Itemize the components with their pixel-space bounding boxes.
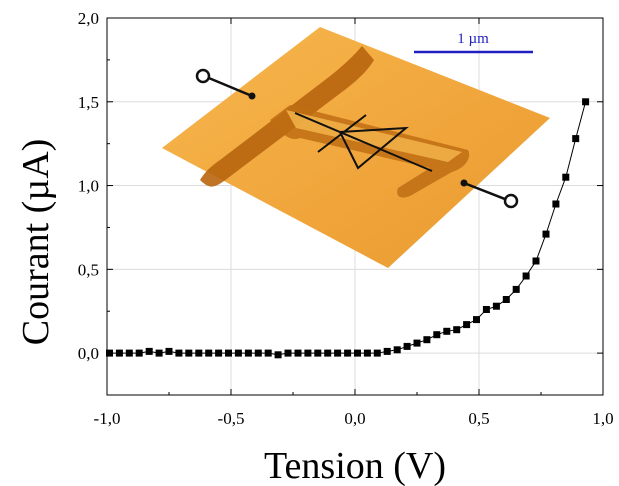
data-point xyxy=(314,349,322,357)
y-tick-label: 1,0 xyxy=(78,177,99,196)
data-point xyxy=(264,349,272,357)
data-point xyxy=(155,349,163,357)
data-point xyxy=(482,306,490,313)
data-point xyxy=(334,349,342,357)
data-point xyxy=(403,342,411,350)
y-axis-title: Courant (µA) xyxy=(15,139,57,346)
data-point xyxy=(532,257,540,265)
y-tick-label: 2,0 xyxy=(78,9,99,28)
data-point xyxy=(473,316,480,324)
data-point xyxy=(304,349,312,357)
data-point xyxy=(145,347,153,355)
data-point xyxy=(423,336,431,344)
x-tick-label: 0,5 xyxy=(468,409,489,428)
data-point xyxy=(413,339,421,347)
data-point xyxy=(225,349,232,357)
data-point xyxy=(125,349,133,357)
x-tick-label: 1,0 xyxy=(592,409,613,428)
data-point xyxy=(344,349,352,357)
data-point xyxy=(572,135,580,143)
contact-right xyxy=(460,179,519,209)
data-point xyxy=(443,327,451,335)
data-point xyxy=(463,321,471,329)
x-axis-title: Tension (V) xyxy=(264,445,446,486)
data-point xyxy=(393,346,401,354)
data-point xyxy=(502,296,510,303)
data-point xyxy=(106,349,113,357)
data-point xyxy=(522,272,530,280)
data-point xyxy=(324,349,332,357)
y-tick-label: 1,5 xyxy=(78,93,99,112)
data-point xyxy=(294,349,302,357)
data-point xyxy=(373,349,381,357)
data-point xyxy=(115,349,123,357)
data-point xyxy=(215,349,223,357)
data-point xyxy=(175,349,183,357)
data-point xyxy=(284,349,292,357)
series-points xyxy=(106,98,590,359)
data-point xyxy=(383,347,391,355)
y-tick-label: 0,5 xyxy=(78,260,99,279)
data-point xyxy=(205,349,213,357)
x-tick-label: -0,5 xyxy=(218,409,245,428)
afm-ridge-highlight xyxy=(286,110,462,162)
y-tick-label: 0,0 xyxy=(78,344,99,363)
data-point xyxy=(254,349,262,357)
afm-inset: 1 µm xyxy=(162,27,550,268)
data-point xyxy=(274,351,282,359)
data-point xyxy=(512,285,520,293)
x-tick-label: -1,0 xyxy=(94,409,121,428)
data-point xyxy=(433,331,441,339)
data-point xyxy=(165,347,173,355)
contact-left xyxy=(195,68,256,100)
data-point xyxy=(185,349,193,357)
x-tick-label: 0,0 xyxy=(344,409,365,428)
scale-bar-label: 1 µm xyxy=(457,31,489,47)
data-point xyxy=(492,302,500,310)
diode-symbol xyxy=(294,112,433,172)
data-point xyxy=(582,98,590,106)
x-axis-ticks: -1,0 -0,5 0,0 0,5 1,0 xyxy=(94,18,614,428)
data-point xyxy=(363,349,371,357)
data-point xyxy=(453,326,461,334)
data-point xyxy=(562,173,570,181)
y-axis-ticks: 0,0 0,5 1,0 1,5 2,0 xyxy=(78,9,603,363)
data-point xyxy=(244,349,252,357)
data-point xyxy=(542,230,550,238)
data-point xyxy=(354,349,361,357)
data-point xyxy=(195,349,203,357)
data-point xyxy=(234,349,242,357)
data-point xyxy=(135,349,143,357)
data-point xyxy=(552,200,560,208)
